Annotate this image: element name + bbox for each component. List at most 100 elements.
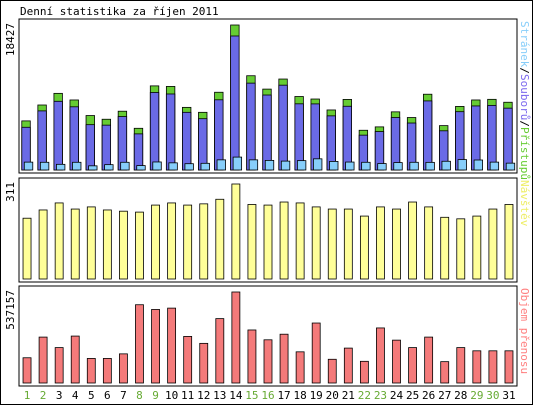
bar-pages-day-28	[457, 159, 467, 171]
bar-visits-day-14	[231, 183, 241, 280]
bar-visits-day-7	[119, 210, 128, 280]
bar-transfer-day-17	[279, 333, 289, 384]
panel-transfer-legend: Objem přenosu	[518, 288, 531, 374]
bar-files-day-12	[198, 118, 208, 171]
bar-transfer-day-30	[488, 350, 498, 384]
day-label-27: 27	[438, 389, 451, 402]
bar-transfer-day-13	[215, 318, 225, 384]
day-label-9: 9	[152, 389, 159, 402]
bar-transfer-day-21	[343, 347, 353, 384]
bar-transfer-day-25	[408, 347, 417, 384]
bar-transfer-day-2	[38, 336, 48, 384]
bar-transfer-day-19	[311, 322, 321, 384]
bar-files-day-30	[487, 104, 497, 171]
bar-visits-day-13	[215, 198, 225, 280]
bar-visits-day-1	[22, 217, 32, 280]
bar-pages-day-2	[39, 161, 50, 171]
bar-visits-day-27	[440, 216, 450, 280]
bar-files-day-8	[133, 133, 144, 171]
bar-transfer-day-1	[22, 357, 32, 384]
bar-files-day-31	[503, 107, 513, 171]
bar-pages-day-10	[168, 162, 178, 171]
bar-pages-day-29	[473, 159, 483, 171]
legend-part-3: /	[518, 120, 531, 127]
bar-transfer-day-22	[359, 360, 369, 384]
bar-pages-day-22	[361, 161, 371, 171]
day-label-20: 20	[326, 389, 339, 402]
panel-transfer-max-label: 537157	[4, 290, 17, 330]
bar-files-day-3	[53, 100, 63, 171]
day-label-19: 19	[310, 389, 323, 402]
bar-pages-day-18	[296, 160, 307, 171]
bar-pages-day-21	[345, 161, 355, 171]
day-label-7: 7	[120, 389, 127, 402]
bar-pages-day-13	[216, 159, 226, 171]
panel-transfer-border	[18, 285, 518, 387]
bar-transfer-day-16	[263, 339, 273, 384]
bar-visits-day-19	[311, 206, 321, 280]
day-label-12: 12	[197, 389, 210, 402]
bar-files-day-14	[230, 35, 240, 171]
day-label-1: 1	[24, 389, 31, 402]
day-label-31: 31	[502, 389, 515, 402]
legend-part-4: Přístupů	[518, 127, 531, 180]
bar-pages-day-23	[377, 163, 387, 171]
bar-pages-day-17	[280, 160, 291, 171]
panel-hits-border	[18, 18, 518, 174]
bar-transfer-day-28	[456, 347, 466, 384]
day-label-11: 11	[181, 389, 194, 402]
panel-transfer: 537157 Objem přenosu	[4, 285, 531, 387]
bar-transfer-day-3	[54, 347, 64, 384]
bar-pages-day-14	[232, 156, 243, 171]
day-label-4: 4	[72, 389, 79, 402]
day-label-6: 6	[104, 389, 111, 402]
bar-visits-day-3	[54, 202, 64, 280]
bar-pages-day-3	[56, 163, 66, 171]
bar-visits-day-20	[327, 208, 337, 280]
bar-visits-day-30	[488, 208, 498, 280]
bar-transfer-day-18	[295, 351, 305, 384]
bar-pages-day-8	[136, 165, 146, 171]
bar-files-day-15	[246, 82, 256, 171]
bar-transfer-day-8	[135, 304, 144, 384]
day-label-26: 26	[422, 389, 435, 402]
day-label-15: 15	[245, 389, 258, 402]
day-label-18: 18	[294, 389, 307, 402]
bar-pages-day-6	[104, 164, 114, 171]
day-label-17: 17	[277, 389, 290, 402]
bar-visits-day-25	[408, 201, 417, 280]
bar-files-day-11	[182, 111, 192, 171]
bar-pages-day-16	[264, 159, 275, 171]
panel-hits-max-label: 18427	[4, 23, 17, 56]
bar-visits-day-18	[295, 202, 305, 280]
bar-transfer-day-23	[376, 327, 385, 384]
bar-visits-day-11	[183, 204, 193, 280]
day-label-22: 22	[358, 389, 371, 402]
day-label-25: 25	[406, 389, 419, 402]
bar-visits-day-4	[70, 208, 80, 280]
day-label-28: 28	[454, 389, 467, 402]
panel-hits: 18427 Stránek/Souborů/Přístupů	[4, 18, 531, 180]
day-label-2: 2	[40, 389, 47, 402]
bar-pages-day-30	[489, 161, 500, 171]
bar-files-day-21	[342, 105, 352, 171]
day-label-29: 29	[470, 389, 483, 402]
bar-files-day-26	[422, 100, 433, 171]
chart-title: Denní statistika za říjen 2011	[20, 5, 219, 18]
day-label-16: 16	[261, 389, 274, 402]
bar-files-day-4	[69, 106, 79, 171]
legend-part-0: Stránek	[518, 21, 531, 68]
day-label-14: 14	[229, 389, 243, 402]
bar-pages-day-20	[329, 161, 339, 171]
bar-transfer-day-11	[183, 336, 193, 384]
bar-visits-day-5	[86, 206, 96, 280]
bar-files-day-10	[165, 93, 176, 171]
bar-transfer-day-24	[392, 339, 401, 384]
bar-pages-day-12	[200, 162, 210, 171]
bar-visits-day-22	[359, 215, 369, 280]
bar-pages-day-15	[248, 159, 259, 171]
panel-hits-legend: Stránek/Souborů/Přístupů	[518, 21, 531, 180]
